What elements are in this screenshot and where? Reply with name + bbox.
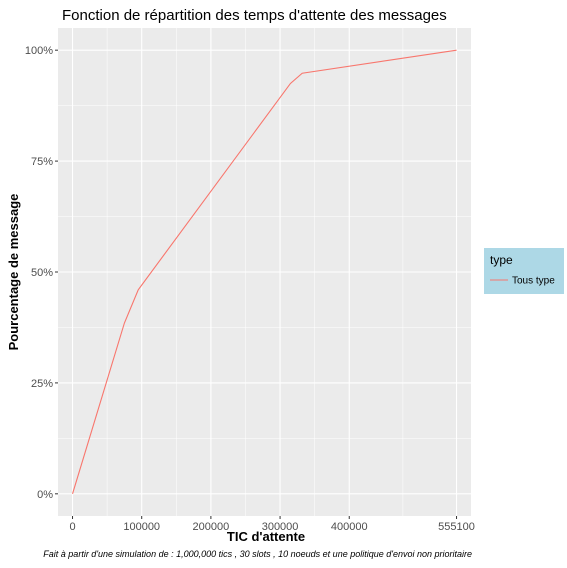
series-line — [72, 49, 457, 494]
legend-items: Tous type — [490, 276, 555, 287]
major-gridlines — [58, 28, 471, 516]
x-tick-label: 100000 — [123, 521, 160, 533]
legend: type Tous type — [484, 248, 564, 294]
y-axis: 0% 25% 50% 75% 100% — [25, 45, 58, 501]
legend-title: type — [490, 253, 513, 267]
x-axis: 0 100000 200000 300000 400000 555100 — [69, 516, 475, 533]
chart-caption: Fait à partir d'une simulation de : 1,00… — [43, 549, 472, 559]
y-tick-label: 50% — [31, 267, 53, 279]
series-layer — [72, 49, 457, 494]
chart-title: Fonction de répartition des temps d'atte… — [62, 7, 447, 24]
x-tick-label: 0 — [69, 521, 75, 533]
y-axis-title: Pourcentage de message — [6, 194, 21, 351]
y-tick-label: 0% — [37, 489, 53, 501]
y-tick-label: 75% — [31, 156, 53, 168]
x-tick-label: 200000 — [193, 521, 230, 533]
legend-background — [484, 248, 564, 294]
x-tick-label: 555100 — [438, 521, 475, 533]
x-axis-title: TIC d'attente — [227, 529, 305, 544]
legend-label: Tous type — [512, 276, 555, 287]
x-tick-label: 400000 — [331, 521, 368, 533]
y-tick-label: 25% — [31, 378, 53, 390]
x-tick-label: 300000 — [262, 521, 299, 533]
y-tick-label: 100% — [25, 45, 53, 57]
